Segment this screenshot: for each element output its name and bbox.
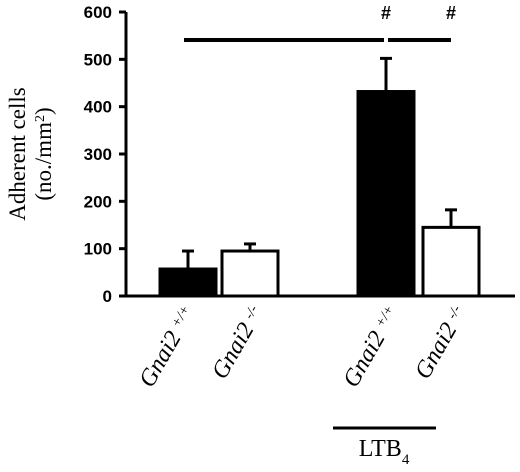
x-tick-label: Gnai2+/+ bbox=[134, 302, 201, 392]
gene-name: Gnai2 bbox=[207, 319, 260, 384]
gene-name: Gnai2 bbox=[338, 327, 391, 392]
genotype: +/+ bbox=[169, 303, 193, 330]
y-ticks: 0 100 200 300 400 500 600 bbox=[84, 3, 126, 306]
x-tick-label-text: Gnai2+/+ bbox=[338, 302, 405, 392]
y-tick-label: 600 bbox=[84, 3, 112, 22]
x-tick-label: Gnai2-/- bbox=[410, 302, 472, 384]
y-axis-label-line2: (no./mm2) bbox=[31, 107, 56, 200]
y-tick-label: 0 bbox=[103, 287, 112, 306]
y-tick-label: 200 bbox=[84, 192, 112, 211]
significance-symbol: # bbox=[381, 3, 391, 23]
y-axis-label: Adherent cells (no./mm2) bbox=[5, 87, 56, 221]
significance-markers: # # bbox=[184, 3, 456, 42]
bar bbox=[356, 90, 416, 298]
bar bbox=[220, 249, 280, 298]
x-tick-label-text: Gnai2-/- bbox=[410, 302, 472, 384]
genotype: -/- bbox=[241, 302, 261, 321]
gene-name: Gnai2 bbox=[410, 319, 463, 384]
x-tick-label: Gnai2-/- bbox=[207, 302, 269, 384]
x-tick-label-text: Gnai2-/- bbox=[207, 302, 269, 384]
gene-name: Gnai2 bbox=[134, 327, 187, 392]
bar bbox=[421, 225, 481, 298]
y-tick-label: 300 bbox=[84, 145, 112, 164]
y-tick-label: 400 bbox=[84, 98, 112, 117]
genotype: +/+ bbox=[373, 303, 397, 330]
genotype: -/- bbox=[444, 302, 464, 321]
y-tick-label: 500 bbox=[84, 50, 112, 69]
y-tick-label: 100 bbox=[84, 240, 112, 259]
y-axis-label-line1: Adherent cells bbox=[5, 87, 30, 221]
x-tick-label-text: Gnai2+/+ bbox=[134, 302, 201, 392]
bars bbox=[158, 90, 481, 298]
bar bbox=[158, 267, 218, 298]
x-category-labels: Gnai2+/+Gnai2-/-Gnai2+/+Gnai2-/- bbox=[134, 302, 472, 392]
significance-symbol: # bbox=[446, 3, 456, 23]
error-bars bbox=[182, 56, 457, 270]
group-annotation: LTB4 bbox=[333, 426, 436, 468]
x-tick-label: Gnai2+/+ bbox=[338, 302, 405, 392]
group-label: LTB4 bbox=[359, 436, 410, 468]
